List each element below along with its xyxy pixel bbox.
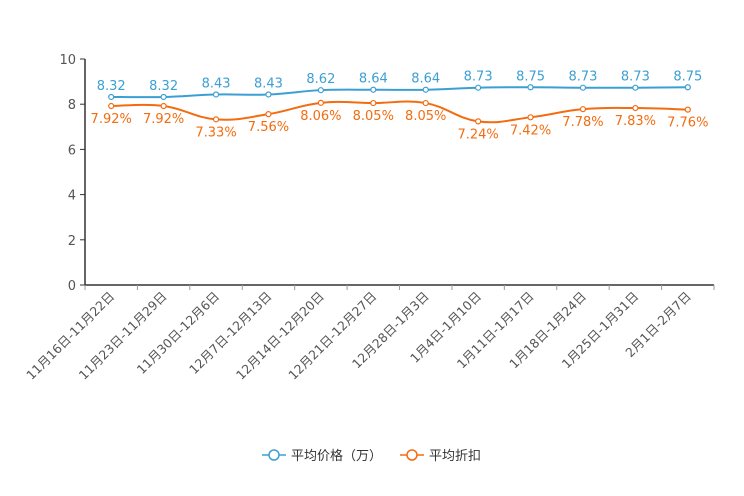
data-label: 8.05% (353, 109, 394, 124)
data-label: 8.32 (149, 79, 178, 94)
data-point (212, 91, 220, 98)
x-tick-label: 12月21日-12月27日 (285, 289, 379, 383)
y-tick-label: 2 (68, 234, 76, 249)
series-line-0 (111, 86, 688, 99)
data-label: 8.43 (254, 76, 283, 91)
legend-label: 平均价格（万） (291, 448, 382, 464)
data-label: 7.78% (562, 115, 603, 130)
data-point (527, 114, 534, 121)
data-point (317, 87, 324, 94)
data-label: 8.64 (359, 72, 388, 87)
data-point (684, 84, 691, 91)
data-point (160, 102, 167, 110)
data-label: 8.75 (516, 69, 545, 84)
data-label: 7.24% (457, 127, 498, 142)
data-point (265, 111, 272, 118)
legend-marker-icon (406, 449, 418, 461)
x-tick-label: 12月14日-12月20日 (233, 289, 327, 383)
y-tick-label: 8 (68, 98, 76, 113)
data-label: 8.73 (464, 70, 493, 85)
data-label: 8.73 (621, 70, 650, 85)
y-tick-label: 4 (68, 189, 76, 204)
data-point (265, 91, 272, 98)
y-tick-label: 6 (68, 143, 76, 158)
data-point (108, 102, 115, 110)
data-point (108, 93, 115, 101)
data-label: 8.64 (411, 72, 440, 87)
y-tick-label: 10 (59, 53, 76, 68)
data-point (579, 106, 587, 113)
data-point (160, 93, 167, 101)
data-label: 7.76% (667, 116, 708, 131)
legend-marker-icon (268, 449, 280, 461)
data-label: 8.62 (306, 72, 335, 87)
y-tick-label: 0 (68, 279, 76, 294)
data-label: 7.83% (615, 114, 656, 129)
data-point (317, 99, 324, 106)
data-label: 8.32 (97, 79, 126, 94)
x-tick-label: 11月16日-11月22日 (23, 289, 117, 383)
data-point (422, 99, 429, 107)
data-point (632, 104, 639, 112)
legend-label: 平均折扣 (429, 449, 481, 464)
data-label: 8.05% (405, 109, 446, 124)
data-label: 7.42% (510, 123, 551, 138)
data-point (579, 84, 587, 91)
data-label: 8.75 (673, 69, 702, 84)
data-point (475, 118, 482, 125)
data-point (370, 86, 377, 93)
data-label: 8.06% (300, 109, 341, 124)
data-label: 8.43 (202, 76, 231, 91)
data-point (370, 99, 377, 107)
data-point (527, 84, 534, 91)
data-point (212, 116, 220, 123)
data-label: 7.56% (248, 120, 289, 135)
data-point (422, 86, 429, 93)
data-point (632, 84, 639, 91)
data-label: 7.92% (91, 112, 132, 127)
data-label: 7.33% (195, 125, 236, 140)
data-label: 8.73 (568, 70, 597, 85)
data-label: 7.92% (143, 112, 184, 127)
series-line-1 (111, 100, 688, 124)
data-point (684, 106, 691, 113)
data-point (475, 84, 482, 91)
x-tick-label: 11月23日-11月29日 (76, 289, 170, 383)
